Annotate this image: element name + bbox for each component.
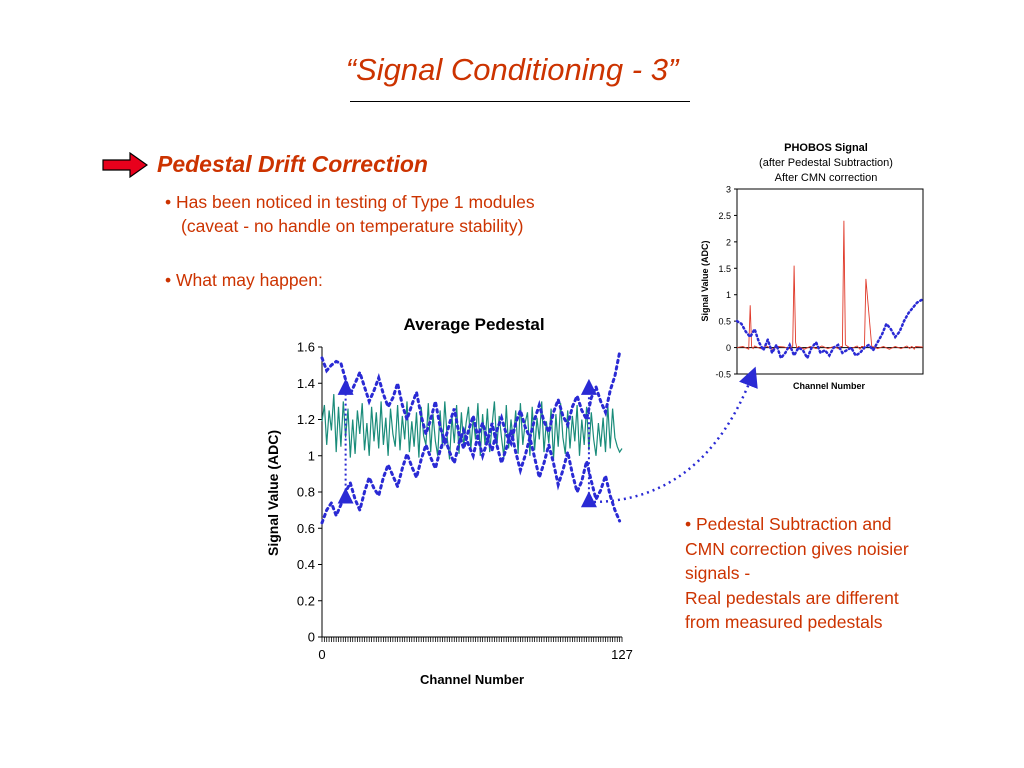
y-tick-label: 0.8 <box>297 485 315 500</box>
y-tick-label: 0.6 <box>297 521 315 536</box>
y-tick-label: 0.2 <box>297 593 315 608</box>
y-tick-label: 1 <box>308 448 315 463</box>
red-arrow-icon <box>102 152 148 178</box>
y-axis-label: Signal Value (ADC) <box>700 240 710 321</box>
slide-title: “Signal Conditioning - 3” <box>345 52 679 87</box>
y-tick-label: -0.5 <box>715 370 731 380</box>
series-lines <box>320 350 623 525</box>
series-line <box>320 356 622 523</box>
bullet-caveat: (caveat - no handle on temperature stabi… <box>181 216 524 236</box>
y-ticks: 0 0.2 0.4 0.6 0.8 1 1.2 1.4 1.6 <box>297 340 322 645</box>
x-tick-label: 0 <box>318 647 325 662</box>
conclusion-note: • Pedestal Subtraction and CMN correctio… <box>685 512 985 635</box>
y-tick-label: 0 <box>726 343 731 353</box>
chart-subtitle: (after Pedestal Subtraction) <box>759 157 893 169</box>
series-lines <box>735 220 923 361</box>
title-underline <box>350 101 690 102</box>
chart-title: PHOBOS Signal <box>784 142 868 154</box>
series-line <box>736 220 923 351</box>
bullet-type1-modules: • Has been noticed in testing of Type 1 … <box>165 192 535 212</box>
y-tick-label: 0.4 <box>297 557 315 572</box>
y-tick-label: 2 <box>726 237 731 247</box>
drift-arrows <box>337 378 597 508</box>
y-tick-label: 3 <box>726 185 731 195</box>
note-line: Real pedestals are different <box>685 587 899 608</box>
x-axis-label: Channel Number <box>793 381 866 391</box>
y-tick-label: 0.5 <box>718 317 731 327</box>
x-tick-label: 127 <box>611 647 633 662</box>
series-line <box>735 298 923 361</box>
link-arrow <box>593 366 758 504</box>
note-line: CMN correction gives noisier <box>685 538 909 559</box>
note-line: • Pedestal Subtraction and <box>685 514 892 534</box>
note-line: from measured pedestals <box>685 612 883 632</box>
y-tick-label: 2.5 <box>718 211 731 221</box>
x-axis-label: Channel Number <box>420 672 524 687</box>
series-line <box>320 350 622 525</box>
y-tick-label: 1.5 <box>718 264 731 274</box>
chart-title: Average Pedestal <box>403 315 544 334</box>
y-tick-label: 1.6 <box>297 340 315 355</box>
chart-subtitle: After CMN correction <box>775 172 878 184</box>
series-line <box>321 394 623 460</box>
x-ticks: 0 127 <box>318 637 633 662</box>
note-line: signals - <box>685 563 751 583</box>
plot-frame <box>736 188 924 375</box>
section-heading: Pedestal Drift Correction <box>157 151 428 177</box>
bullet-what-may-happen: • What may happen: <box>165 270 323 290</box>
y-tick-label: 1.2 <box>297 412 315 427</box>
y-tick-label: 0 <box>308 630 315 645</box>
phobos-signal-chart: PHOBOS Signal (after Pedestal Subtractio… <box>700 142 924 391</box>
y-tick-label: 1.4 <box>297 376 315 391</box>
y-axis-label: Signal Value (ADC) <box>265 430 281 556</box>
average-pedestal-chart: Average Pedestal Channel Number Signal V… <box>265 315 633 687</box>
y-tick-label: 1 <box>726 290 731 300</box>
